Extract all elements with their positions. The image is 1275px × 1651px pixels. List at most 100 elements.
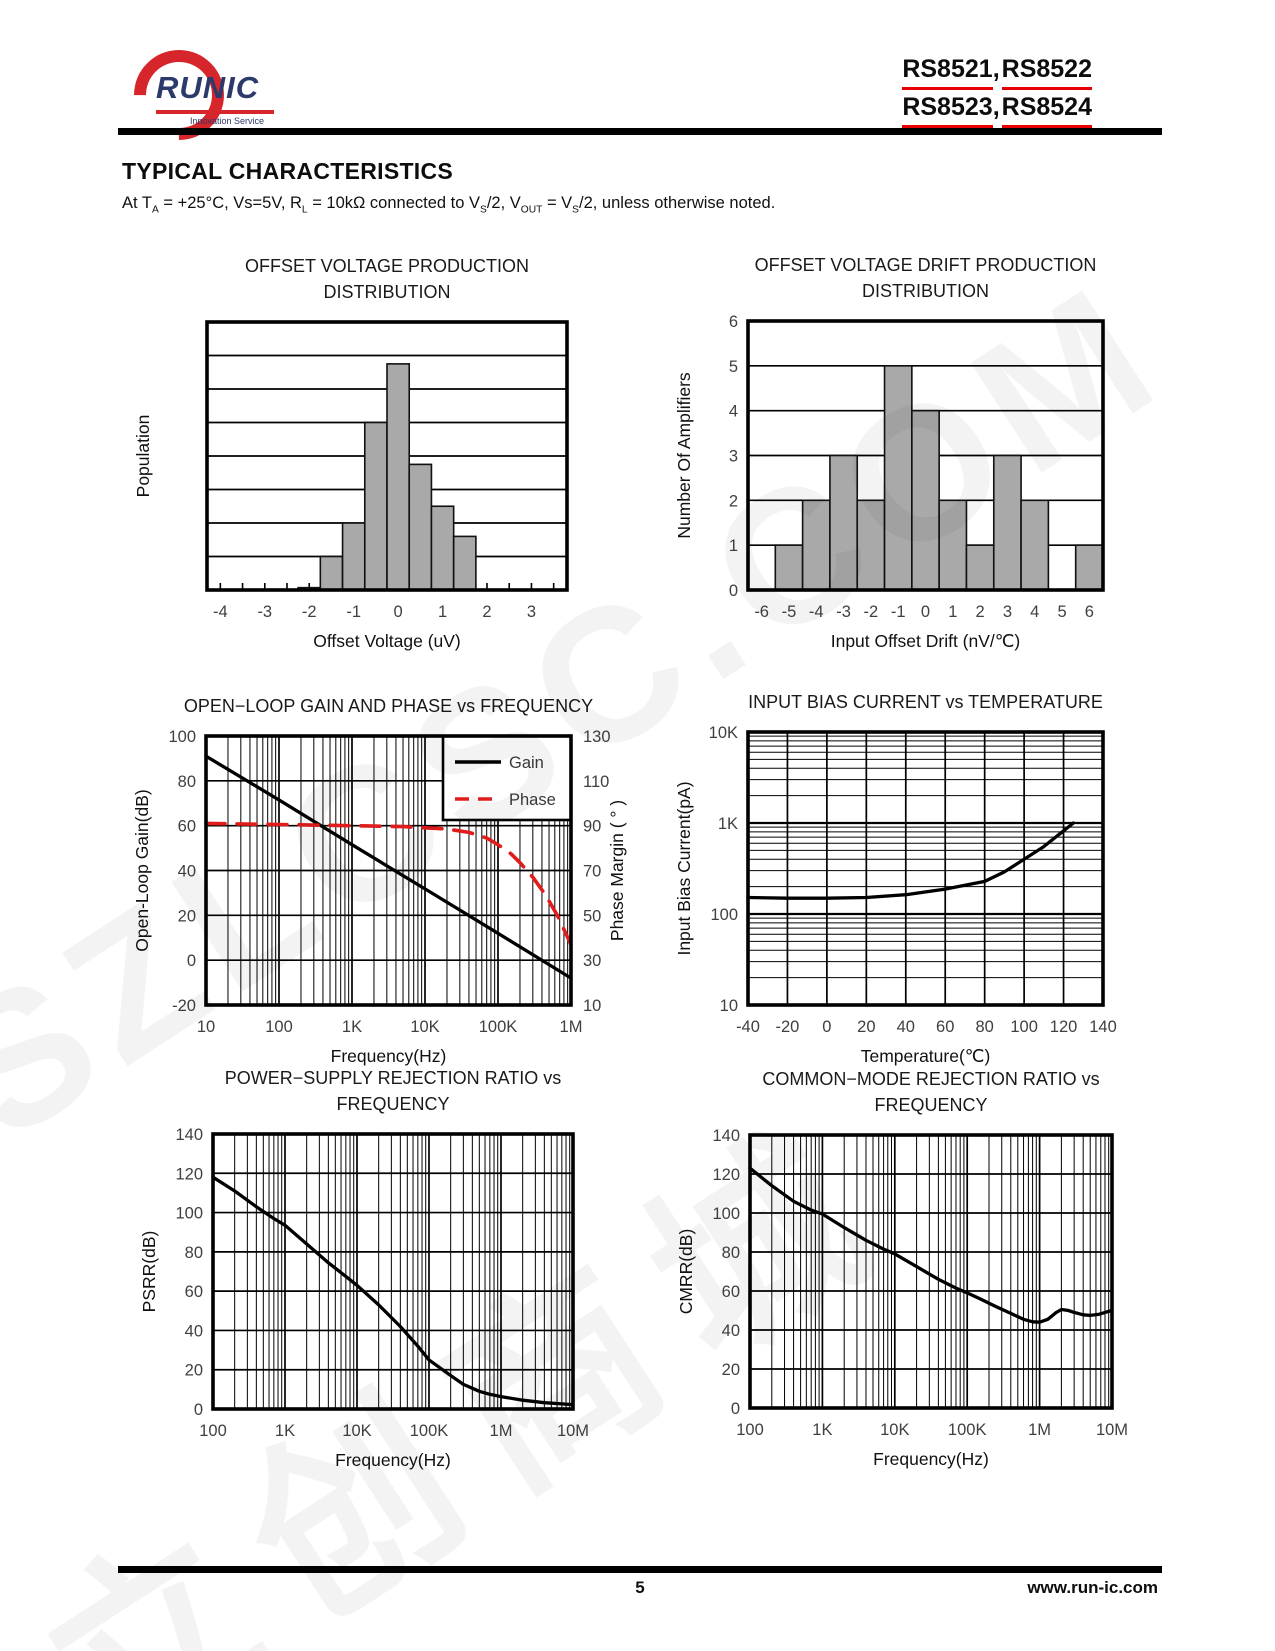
logo-underline	[156, 110, 274, 114]
svg-text:100: 100	[199, 1422, 227, 1440]
chart-open-loop-gain-phase: Gain Phase 10 100 1K 10K 100K 1M 100 80 60 40 20 0 -20…	[132, 696, 627, 1066]
svg-text:Offset Voltage (uV): Offset Voltage (uV)	[313, 631, 461, 651]
svg-text:2: 2	[482, 603, 491, 621]
svg-text:60: 60	[722, 1283, 740, 1301]
part-number: RS8522	[1001, 52, 1092, 90]
svg-text:120: 120	[1050, 1018, 1078, 1036]
svg-text:2: 2	[976, 603, 985, 621]
svg-text:-40: -40	[736, 1018, 760, 1036]
part-numbers: RS8521, RS8522 RS8523, RS8524	[902, 52, 1092, 128]
svg-text:-6: -6	[754, 603, 769, 621]
svg-text:0: 0	[194, 1401, 203, 1419]
part-separator: ,	[992, 55, 1000, 83]
svg-text:0: 0	[187, 952, 196, 970]
svg-text:4: 4	[729, 403, 738, 421]
svg-text:Temperature(℃): Temperature(℃)	[861, 1046, 991, 1066]
svg-text:10K: 10K	[709, 724, 738, 742]
svg-text:90: 90	[583, 818, 601, 836]
svg-text:100: 100	[712, 1205, 740, 1223]
svg-text:40: 40	[897, 1018, 915, 1036]
svg-text:Frequency(Hz): Frequency(Hz)	[331, 1046, 447, 1066]
svg-text:OFFSET VOLTAGE DRIFT PRODUCTIO: OFFSET VOLTAGE DRIFT PRODUCTION	[755, 255, 1097, 275]
svg-text:Frequency(Hz): Frequency(Hz)	[873, 1449, 989, 1469]
svg-text:Input Offset Drift (nV/℃): Input Offset Drift (nV/℃)	[831, 631, 1021, 651]
svg-text:5: 5	[729, 358, 738, 376]
svg-text:100: 100	[175, 1205, 203, 1223]
svg-text:3: 3	[729, 448, 738, 466]
svg-text:COMMON−MODE REJECTION RATIO vs: COMMON−MODE REJECTION RATIO vs	[762, 1069, 1099, 1089]
svg-text:100: 100	[710, 906, 738, 924]
svg-text:OFFSET VOLTAGE PRODUCTION: OFFSET VOLTAGE PRODUCTION	[245, 256, 529, 276]
svg-text:1M: 1M	[560, 1018, 583, 1036]
svg-text:100K: 100K	[948, 1421, 987, 1439]
svg-text:CMRR(dB): CMRR(dB)	[676, 1229, 696, 1315]
svg-text:120: 120	[712, 1166, 740, 1184]
page-title: TYPICAL CHARACTERISTICS	[122, 158, 454, 184]
svg-text:6: 6	[729, 313, 738, 331]
header-rule	[118, 128, 1162, 135]
logo-tagline: Innovation Service	[190, 116, 265, 126]
svg-text:10: 10	[197, 1018, 215, 1036]
svg-text:100: 100	[736, 1421, 764, 1439]
svg-text:-2: -2	[302, 603, 317, 621]
part-numbers-line2: RS8523, RS8524	[902, 90, 1092, 128]
svg-text:60: 60	[185, 1283, 203, 1301]
svg-text:60: 60	[178, 818, 196, 836]
svg-text:4: 4	[1030, 603, 1039, 621]
svg-text:Open-Loop Gain(dB): Open-Loop Gain(dB)	[132, 789, 152, 951]
svg-text:Phase Margin ( ° ): Phase Margin ( ° )	[607, 800, 627, 941]
svg-text:FREQUENCY: FREQUENCY	[874, 1095, 987, 1115]
svg-text:100: 100	[1010, 1018, 1038, 1036]
svg-text:PSRR(dB): PSRR(dB)	[139, 1231, 159, 1313]
footer-rule	[118, 1566, 1162, 1573]
svg-text:-3: -3	[836, 603, 851, 621]
svg-text:80: 80	[178, 773, 196, 791]
svg-text:-3: -3	[257, 603, 272, 621]
svg-text:-5: -5	[782, 603, 797, 621]
svg-text:1K: 1K	[342, 1018, 362, 1036]
svg-text:OPEN−LOOP GAIN AND PHASE vs FR: OPEN−LOOP GAIN AND PHASE vs FREQUENCY	[184, 696, 593, 716]
svg-text:140: 140	[712, 1127, 740, 1145]
svg-text:0: 0	[394, 603, 403, 621]
svg-text:20: 20	[185, 1362, 203, 1380]
part-number: RS8523	[902, 90, 993, 128]
svg-text:10M: 10M	[557, 1422, 589, 1440]
svg-text:1K: 1K	[718, 815, 738, 833]
svg-text:140: 140	[1089, 1018, 1117, 1036]
part-separator: ,	[992, 93, 1000, 121]
svg-text:10: 10	[720, 997, 738, 1015]
svg-text:1M: 1M	[1028, 1421, 1051, 1439]
svg-text:10K: 10K	[342, 1422, 371, 1440]
svg-text:20: 20	[178, 907, 196, 925]
part-numbers-line1: RS8521, RS8522	[902, 52, 1092, 90]
part-number: RS8521	[902, 52, 993, 90]
chart-psrr: 100 1K 10K 100K 1M 10M 140 120 100 80 60 40 20 0 POWER…	[139, 1068, 589, 1470]
svg-text:50: 50	[583, 907, 601, 925]
svg-text:100K: 100K	[410, 1422, 449, 1440]
svg-text:-2: -2	[864, 603, 879, 621]
svg-text:1M: 1M	[490, 1422, 513, 1440]
svg-text:40: 40	[178, 863, 196, 881]
svg-text:80: 80	[722, 1244, 740, 1262]
svg-text:10K: 10K	[880, 1421, 909, 1439]
svg-text:DISTRIBUTION: DISTRIBUTION	[862, 281, 989, 301]
svg-text:6: 6	[1085, 603, 1094, 621]
svg-text:120: 120	[175, 1165, 203, 1183]
svg-text:140: 140	[175, 1126, 203, 1144]
svg-text:-1: -1	[346, 603, 361, 621]
svg-text:40: 40	[185, 1322, 203, 1340]
svg-text:100K: 100K	[479, 1018, 518, 1036]
svg-text:Gain: Gain	[509, 754, 544, 772]
svg-text:10: 10	[583, 997, 601, 1015]
svg-text:3: 3	[527, 603, 536, 621]
svg-text:0: 0	[921, 603, 930, 621]
svg-text:40: 40	[722, 1322, 740, 1340]
page-number: 5	[635, 1578, 645, 1597]
chart-offset-voltage-distribution: -4 -3 -2 -1 0 1 2 3 OFFSET VOLTAGE PRODUCTION DIS…	[133, 256, 569, 651]
conditions-line: At TA = +25°C, Vs=5V, RL = 10kΩ connecte…	[122, 194, 776, 216]
svg-text:30: 30	[583, 952, 601, 970]
svg-text:Number Of Amplifiers: Number Of Amplifiers	[674, 372, 694, 539]
svg-text:-20: -20	[776, 1018, 800, 1036]
